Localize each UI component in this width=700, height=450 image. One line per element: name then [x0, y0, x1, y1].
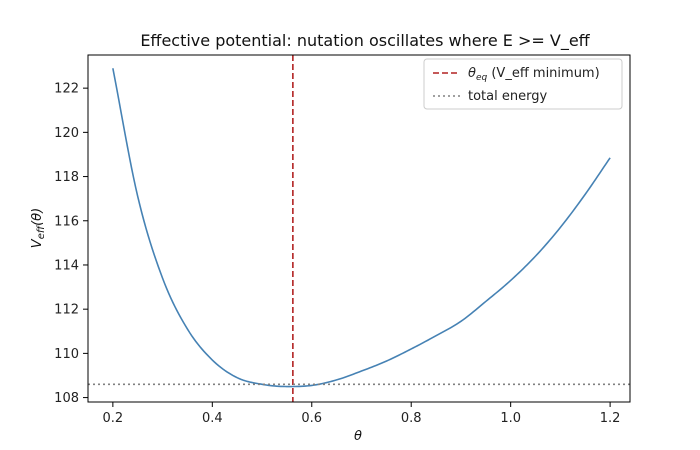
plot-frame: [87, 54, 631, 403]
y-tick-label: 112: [54, 303, 79, 318]
legend-label-total-energy: total energy: [468, 89, 547, 104]
y-tick-label: 108: [54, 391, 79, 406]
y-axis-label: Veff(θ): [30, 208, 47, 248]
x-tick-label: 0.2: [103, 411, 124, 426]
x-tick-label: 0.4: [202, 411, 223, 426]
plot-content: [88, 55, 630, 402]
x-tick-label: 1.2: [600, 411, 621, 426]
legend: θeq (V_eff minimum) total energy: [423, 58, 623, 110]
legend-label-theta-eq: θeq (V_eff minimum): [468, 66, 600, 83]
y-tick-label: 118: [54, 170, 79, 185]
y-tick-label: 114: [54, 258, 79, 273]
x-axis-label: θ: [354, 429, 362, 444]
y-tick-label: 116: [54, 214, 79, 229]
x-tick-label: 0.8: [401, 411, 422, 426]
y-axis-ticks: 108 110 112 114 116 118 120 122: [54, 82, 88, 406]
x-axis-ticks: 0.2 0.4 0.6 0.8 1.0 1.2: [103, 402, 621, 426]
x-tick-label: 1.0: [500, 411, 521, 426]
y-tick-label: 120: [54, 126, 79, 141]
y-tick-label: 122: [54, 82, 79, 97]
legend-box: [423, 58, 623, 110]
y-tick-label: 110: [54, 347, 79, 362]
chart-title: Effective potential: nutation oscillates…: [140, 31, 590, 51]
series-line-v-eff: [112, 68, 611, 388]
x-tick-label: 0.6: [301, 411, 322, 426]
